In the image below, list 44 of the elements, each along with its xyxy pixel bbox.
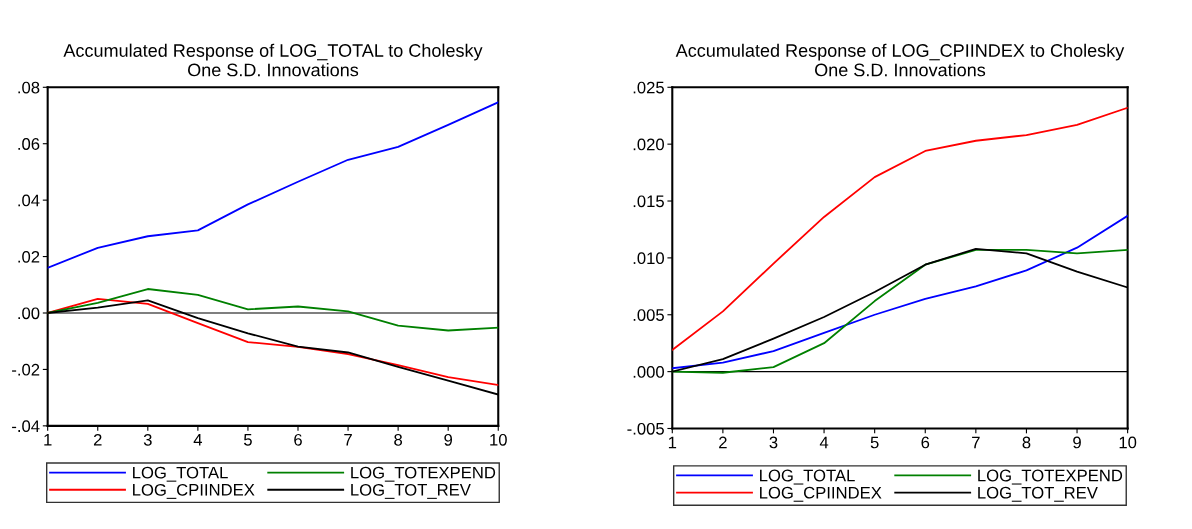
x-tick-label: 8 [1022, 436, 1031, 449]
x-tick-label: 2 [93, 433, 102, 446]
y-tick-label: .005 [633, 309, 664, 321]
x-tick-label: 2 [719, 436, 727, 449]
legend-label: LOG_TOT_REV [978, 486, 1098, 502]
y-tick-label: -.005 [627, 422, 664, 435]
x-tick-label: 6 [294, 433, 302, 446]
x-tick-label: 7 [344, 434, 352, 446]
legend-label: LOG_CPIINDEX [760, 486, 882, 502]
y-tick-label: .025 [633, 81, 664, 94]
x-tick-label: 1 [668, 436, 677, 449]
legend-label: LOG_CPIINDEX [133, 483, 255, 499]
x-tick-label: 1 [44, 434, 52, 446]
chart-title: Accumulated Response of LOG_CPIINDEX to Cholesky One S.D. Innovations [675, 43, 1125, 77]
x-tick-label: 10 [1119, 436, 1137, 449]
y-tick-label: -.02 [12, 363, 40, 376]
x-tick-label: 9 [1073, 436, 1081, 449]
legend-label: LOG_TOT_REV [351, 483, 471, 499]
x-tick-label: 9 [444, 433, 453, 446]
y-tick-label: .00 [18, 307, 40, 320]
chart-title: Accumulated Response of LOG_TOTAL to Cholesky One S.D. Innovations [63, 43, 483, 77]
x-tick-label: 6 [921, 436, 930, 449]
x-tick-label: 7 [972, 436, 980, 449]
y-tick-label: .02 [18, 250, 40, 263]
x-tick-label: 8 [394, 433, 403, 446]
x-tick-label: 10 [490, 433, 507, 446]
x-tick-label: 5 [243, 434, 252, 446]
x-tick-label: 3 [769, 436, 778, 449]
y-tick-label: .04 [18, 194, 40, 207]
legend-label: LOG_TOTEXPEND [978, 469, 1123, 485]
y-tick-label: .020 [633, 138, 664, 151]
y-tick-label: .08 [18, 81, 40, 94]
y-tick-label: -.04 [12, 420, 40, 433]
y-tick-label: .06 [18, 138, 40, 150]
x-tick-label: 3 [143, 433, 152, 446]
y-tick-label: .010 [633, 252, 664, 265]
x-tick-label: 4 [819, 436, 829, 449]
y-tick-label: .000 [633, 366, 664, 378]
x-tick-label: 5 [870, 436, 879, 449]
legend-label: LOG_TOTAL [133, 466, 228, 482]
legend-label: LOG_TOTEXPEND [351, 466, 496, 482]
legend-label: LOG_TOTAL [760, 469, 855, 485]
y-tick-label: .015 [633, 195, 664, 208]
x-tick-label: 4 [193, 434, 203, 446]
